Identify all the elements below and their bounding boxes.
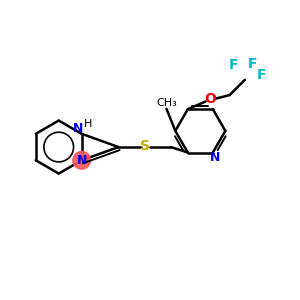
Text: H: H bbox=[84, 119, 92, 129]
Text: CH₃: CH₃ bbox=[156, 98, 177, 109]
Text: N: N bbox=[210, 151, 220, 164]
Text: N: N bbox=[76, 154, 87, 167]
Text: F: F bbox=[248, 57, 257, 71]
Text: F: F bbox=[256, 68, 266, 82]
Text: F: F bbox=[229, 58, 238, 72]
Circle shape bbox=[73, 152, 91, 169]
Text: S: S bbox=[140, 140, 150, 154]
Text: N: N bbox=[73, 122, 83, 135]
Text: O: O bbox=[204, 92, 216, 106]
